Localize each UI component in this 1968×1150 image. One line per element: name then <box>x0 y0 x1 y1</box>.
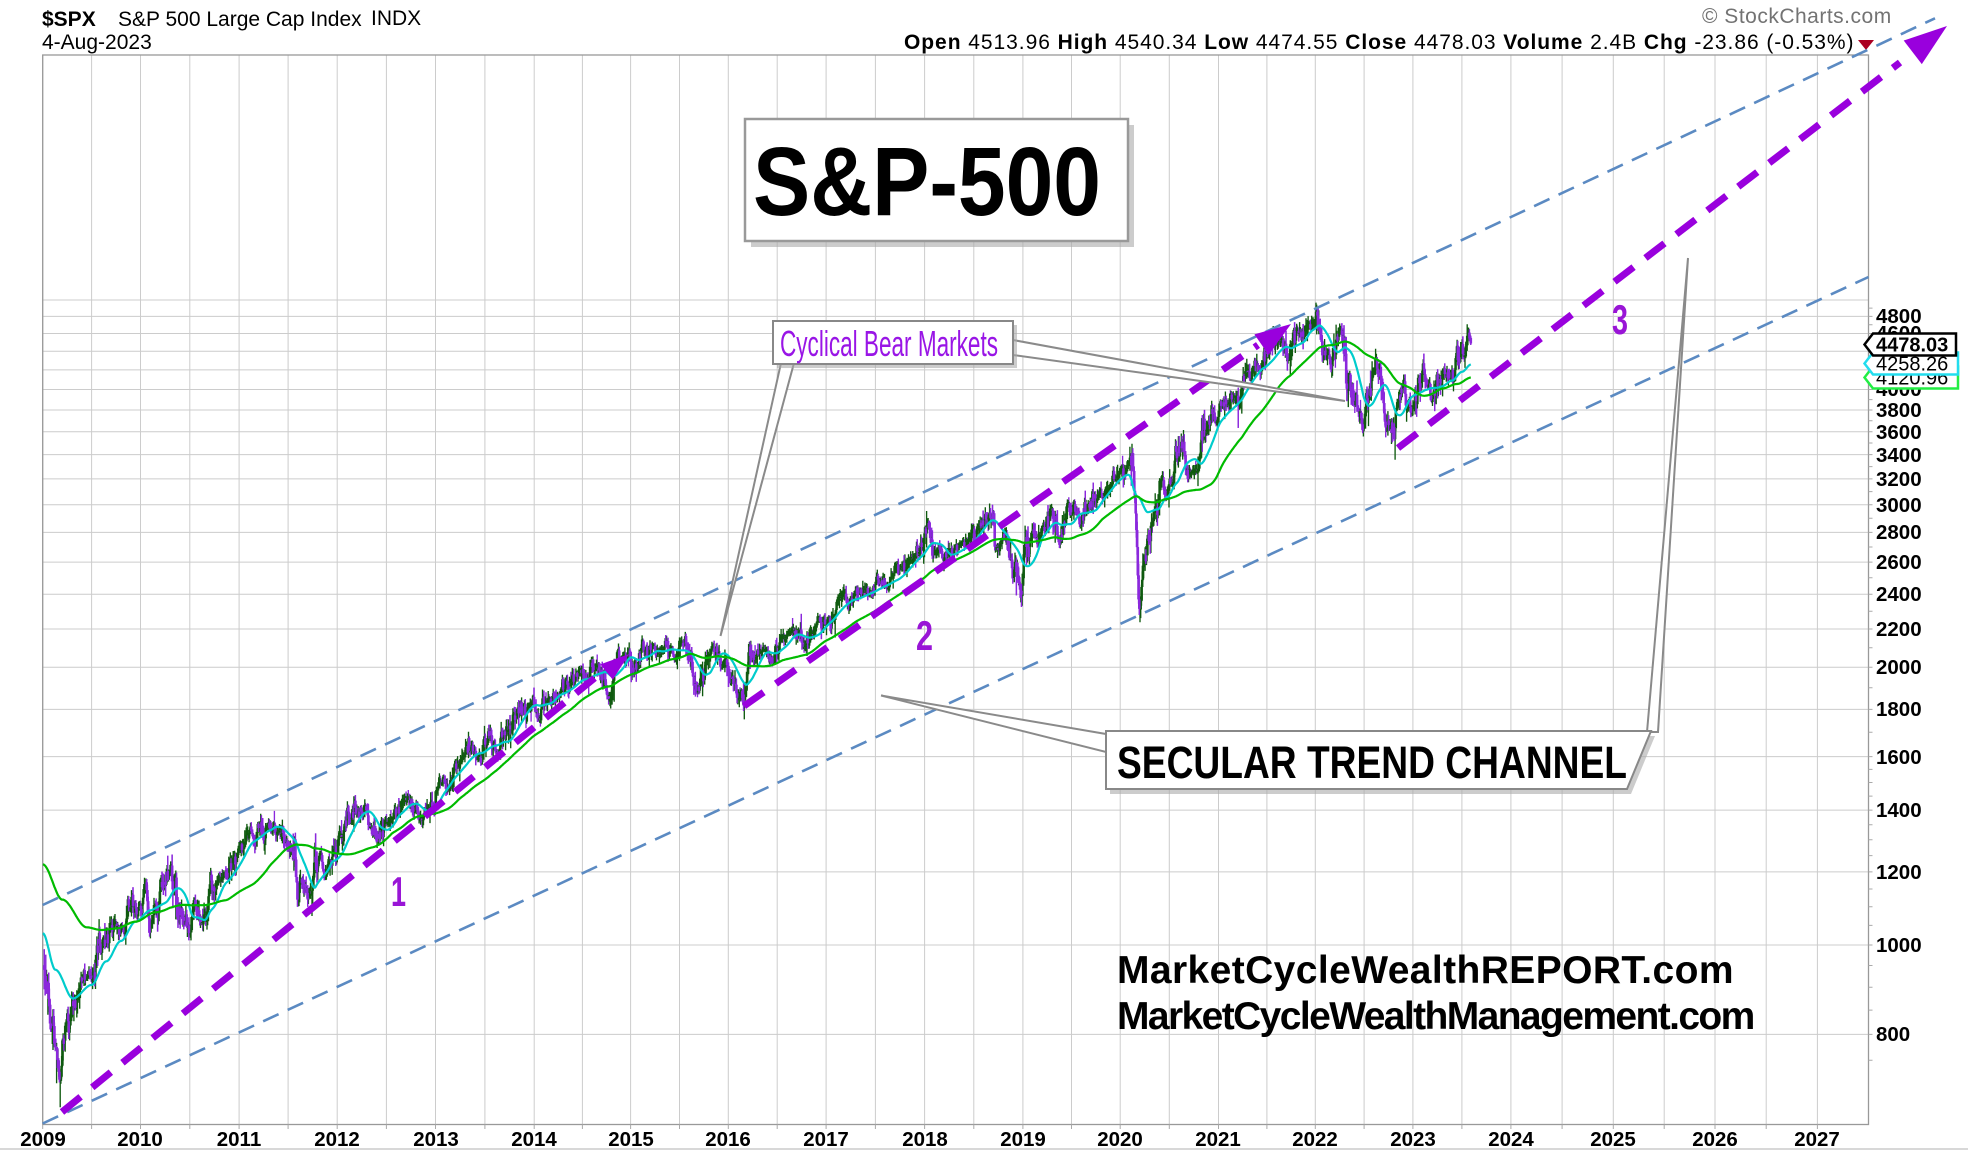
svg-text:1200: 1200 <box>1876 861 1922 884</box>
svg-text:2010: 2010 <box>117 1128 163 1150</box>
svg-text:4-Aug-2023: 4-Aug-2023 <box>42 31 152 54</box>
svg-text:4478.03: 4478.03 <box>1876 335 1948 357</box>
svg-text:2012: 2012 <box>314 1128 360 1150</box>
svg-text:1000: 1000 <box>1876 934 1922 957</box>
svg-text:3800: 3800 <box>1876 399 1922 422</box>
svg-text:1600: 1600 <box>1876 746 1922 769</box>
svg-text:2025: 2025 <box>1590 1128 1636 1150</box>
svg-text:1800: 1800 <box>1876 698 1922 721</box>
svg-text:2014: 2014 <box>511 1128 557 1150</box>
svg-text:1400: 1400 <box>1876 799 1922 822</box>
svg-text:2009: 2009 <box>20 1128 66 1150</box>
svg-text:S&P 500 Large Cap Index: S&P 500 Large Cap Index <box>118 8 362 31</box>
svg-text:2020: 2020 <box>1097 1128 1143 1150</box>
svg-text:2000: 2000 <box>1876 656 1922 679</box>
svg-text:2023: 2023 <box>1390 1128 1436 1150</box>
svg-text:S&P-500: S&P-500 <box>753 127 1101 236</box>
svg-text:3600: 3600 <box>1876 421 1922 444</box>
svg-text:SECULAR TREND CHANNEL: SECULAR TREND CHANNEL <box>1117 737 1627 788</box>
svg-text:2027: 2027 <box>1794 1128 1840 1150</box>
svg-text:1: 1 <box>391 868 406 915</box>
svg-text:2200: 2200 <box>1876 618 1922 641</box>
svg-text:MarketCycleWealthREPORT.com: MarketCycleWealthREPORT.com <box>1117 949 1734 992</box>
svg-text:2016: 2016 <box>705 1128 751 1150</box>
svg-text:© StockCharts.com: © StockCharts.com <box>1702 5 1892 28</box>
svg-text:4258.26: 4258.26 <box>1876 354 1948 376</box>
svg-text:INDX: INDX <box>371 7 421 30</box>
svg-text:2: 2 <box>916 612 933 659</box>
svg-text:3: 3 <box>1612 296 1628 343</box>
svg-text:2024: 2024 <box>1488 1128 1534 1150</box>
svg-text:2018: 2018 <box>902 1128 948 1150</box>
svg-text:2026: 2026 <box>1692 1128 1738 1150</box>
svg-text:2600: 2600 <box>1876 551 1922 574</box>
svg-text:4800: 4800 <box>1876 305 1922 328</box>
svg-text:2013: 2013 <box>413 1128 459 1150</box>
svg-text:3200: 3200 <box>1876 468 1922 491</box>
svg-text:2400: 2400 <box>1876 583 1922 606</box>
svg-text:3400: 3400 <box>1876 444 1922 467</box>
svg-text:Cyclical Bear Markets: Cyclical Bear Markets <box>780 323 998 364</box>
svg-text:2017: 2017 <box>803 1128 849 1150</box>
svg-text:800: 800 <box>1876 1023 1910 1046</box>
svg-text:Open 4513.96 High 4540.34 Low: Open 4513.96 High 4540.34 Low 4474.55 Cl… <box>904 31 1854 54</box>
svg-text:2019: 2019 <box>1000 1128 1046 1150</box>
svg-text:2021: 2021 <box>1195 1128 1241 1150</box>
svg-text:2011: 2011 <box>217 1128 261 1150</box>
svg-text:2800: 2800 <box>1876 521 1922 544</box>
svg-text:$SPX: $SPX <box>42 8 96 31</box>
svg-text:MarketCycleWealthManagement.co: MarketCycleWealthManagement.com <box>1117 995 1754 1038</box>
svg-text:2015: 2015 <box>608 1128 654 1150</box>
svg-text:2022: 2022 <box>1292 1128 1338 1150</box>
svg-text:3000: 3000 <box>1876 494 1922 517</box>
